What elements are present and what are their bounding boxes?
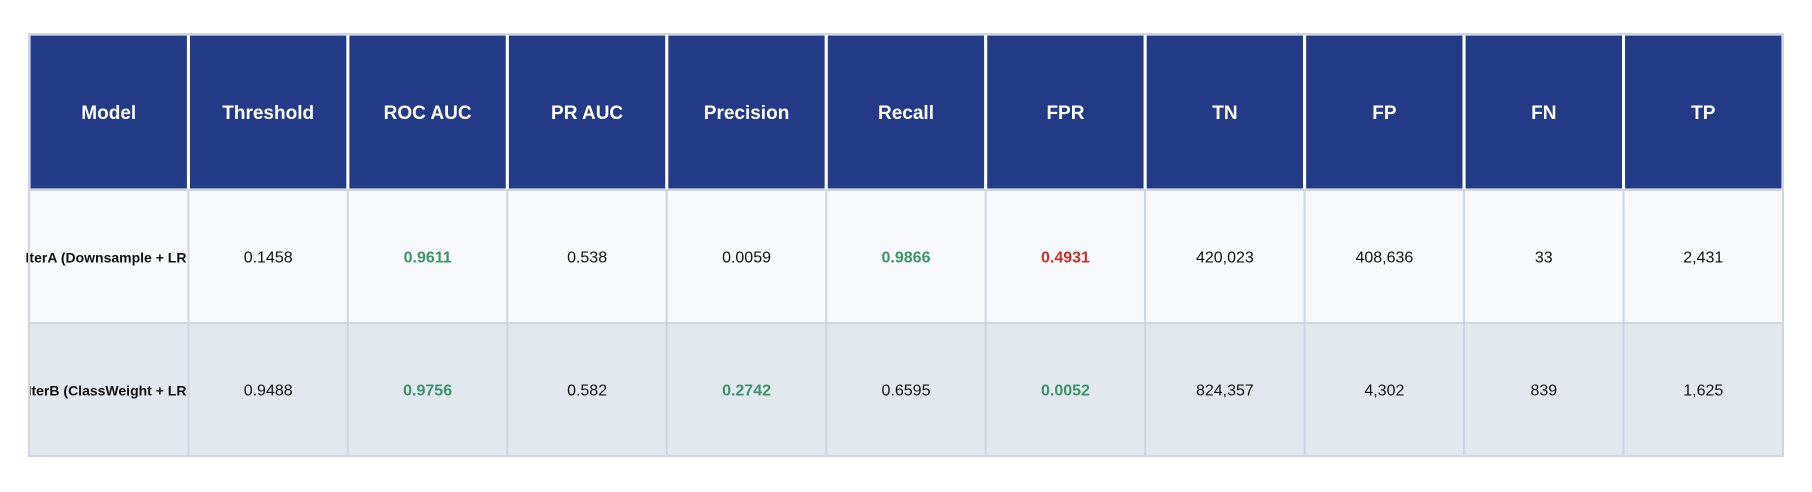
header-label-recall: Recall	[878, 103, 934, 124]
cell-value-pr-auc: 0.582	[567, 383, 607, 400]
cell-value-tn: 420,023	[1196, 250, 1254, 267]
cell-value-recall: 0.9866	[882, 250, 931, 267]
table-cell	[984, 322, 1147, 457]
cell-value-fpr: 0.4931	[1041, 250, 1090, 267]
cell-value-fpr: 0.0052	[1041, 383, 1090, 400]
cell-value-tn: 824,357	[1196, 383, 1254, 400]
table-cell	[28, 189, 190, 324]
table-cell	[825, 189, 987, 324]
table-cell	[1303, 322, 1466, 457]
header-cell-recall	[824, 32, 988, 192]
header-cell-fn	[1462, 32, 1626, 192]
cell-value-roc-auc: 0.9611	[404, 250, 452, 267]
header-label-fn: FN	[1531, 103, 1556, 124]
table-cell	[28, 322, 190, 457]
header-label-fpr: FPR	[1046, 103, 1084, 124]
cell-value-precision: 0.0059	[722, 250, 771, 267]
cell-value-tp: 1,625	[1683, 383, 1723, 400]
header-label-pr-auc: PR AUC	[551, 103, 623, 124]
cell-value-threshold: 0.9488	[244, 383, 293, 400]
cell-value-pr-auc: 0.538	[567, 250, 607, 267]
cell-value-fn: 33	[1535, 250, 1553, 267]
table-cell	[187, 189, 349, 324]
cell-value-tp: 2,431	[1683, 250, 1723, 267]
header-label-precision: Precision	[704, 103, 790, 124]
table-cell	[1622, 189, 1784, 324]
header-label-tp: TP	[1691, 103, 1716, 124]
table-cell	[1303, 189, 1466, 324]
table-cell	[346, 189, 509, 324]
header-cell-tn	[1143, 32, 1307, 192]
header-cell-threshold	[186, 32, 350, 192]
header-label-roc-auc: ROC AUC	[384, 103, 472, 124]
table-cell	[1463, 189, 1625, 324]
table-cell	[665, 189, 828, 324]
cell-value-fn: 839	[1530, 383, 1557, 400]
cell-value-threshold: 0.1458	[244, 250, 293, 267]
header-cell-model	[27, 32, 190, 192]
cell-value-fp: 408,636	[1355, 250, 1413, 267]
row-model-label: IterB (ClassWeight + LR	[28, 383, 187, 399]
table-cell	[984, 189, 1147, 324]
cell-value-fp: 4,302	[1364, 383, 1404, 400]
header-label-threshold: Threshold	[222, 103, 314, 124]
header-label-tn: TN	[1212, 103, 1237, 124]
table-cell	[825, 322, 987, 457]
header-label-fp: FP	[1372, 103, 1397, 124]
table-cell	[1144, 189, 1306, 324]
table-outline	[28, 33, 1784, 457]
row-model-label: IterA (Downsample + LR	[26, 250, 187, 266]
table-cell	[346, 322, 509, 457]
cell-value-precision: 0.2742	[722, 383, 771, 400]
cell-value-roc-auc: 0.9756	[403, 383, 452, 400]
header-label-model: Model	[81, 103, 136, 124]
table-cell	[665, 322, 828, 457]
cell-value-recall: 0.6595	[882, 383, 931, 400]
